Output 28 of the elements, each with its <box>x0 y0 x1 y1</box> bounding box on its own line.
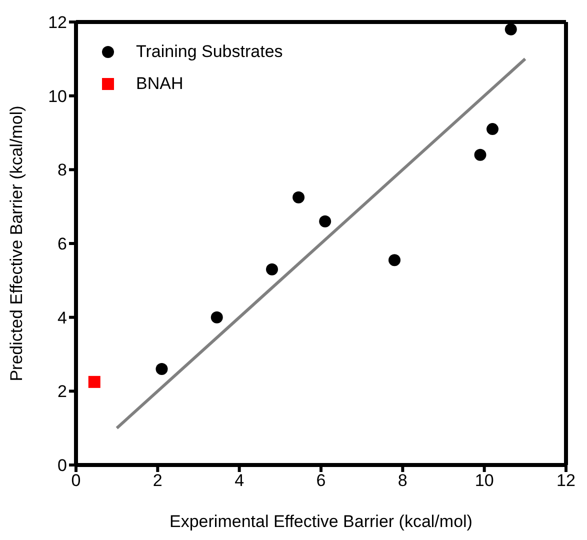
x-tick-label: 6 <box>316 471 326 490</box>
legend-label: BNAH <box>136 73 184 95</box>
point <box>266 263 278 276</box>
point <box>388 254 400 266</box>
legend-label: Training Substrates <box>136 41 283 63</box>
y-tick-label: 4 <box>58 308 67 328</box>
x-tick-label: 4 <box>234 471 244 490</box>
y-tick-label: 2 <box>58 382 67 402</box>
x-tick-label: 10 <box>474 471 494 490</box>
x-tick-label: 2 <box>152 471 162 490</box>
x-axis-title: Experimental Effective Barrier (kcal/mol) <box>170 512 472 531</box>
y-tick-label: 0 <box>58 456 67 476</box>
point <box>504 23 517 36</box>
point <box>319 215 332 228</box>
point <box>210 311 223 324</box>
y-tick-label: 10 <box>48 86 67 106</box>
y-tick-label: 6 <box>58 234 67 254</box>
y-tick-label: 12 <box>48 13 67 32</box>
x-tick-label: 12 <box>556 471 576 490</box>
x-tick-label: 8 <box>398 471 408 490</box>
point <box>88 376 100 388</box>
point <box>292 191 305 204</box>
y-tick-label: 8 <box>58 160 67 180</box>
point <box>474 148 486 161</box>
y-axis-title: Predicted Effective Barrier (kcal/mol) <box>7 106 26 382</box>
point <box>156 363 168 376</box>
x-tick-label: 0 <box>71 471 81 490</box>
point <box>486 123 498 136</box>
